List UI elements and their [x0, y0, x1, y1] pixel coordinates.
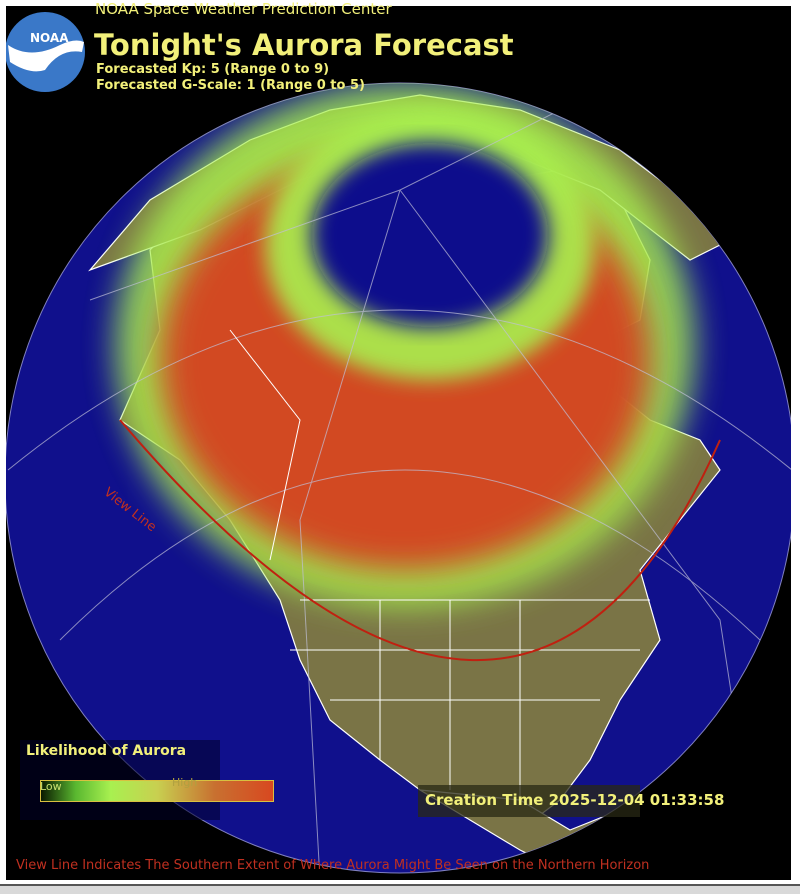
kp-forecast: Forecasted Kp: 5 (Range 0 to 9) — [96, 62, 330, 77]
likelihood-colorbar — [40, 780, 274, 802]
bottom-bar — [0, 884, 800, 894]
colorbar-high-label: High — [172, 776, 198, 789]
noaa-logo: NOAA — [6, 12, 85, 92]
borders — [229, 329, 650, 800]
gscale-forecast: Forecasted G-Scale: 1 (Range 0 to 5) — [96, 78, 365, 93]
creation-time-panel — [418, 785, 640, 817]
aurora-hole — [312, 143, 548, 327]
view-line — [119, 419, 721, 662]
creation-time: Creation Time 2025-12-04 01:33:58 — [425, 791, 725, 809]
page-title: Tonight's Aurora Forecast — [94, 28, 514, 62]
colorbar-low-label: Low — [40, 780, 62, 793]
view-line-footnote: View Line Indicates The Southern Extent … — [16, 858, 650, 873]
legend-title: Likelihood of Aurora — [26, 743, 187, 759]
globe-map: NOAA — [6, 12, 791, 874]
aurora-forecast-map: NOAA — [6, 6, 791, 880]
svg-text:NOAA: NOAA — [30, 31, 69, 45]
organization-name: NOAA Space Weather Prediction Center — [95, 0, 392, 18]
